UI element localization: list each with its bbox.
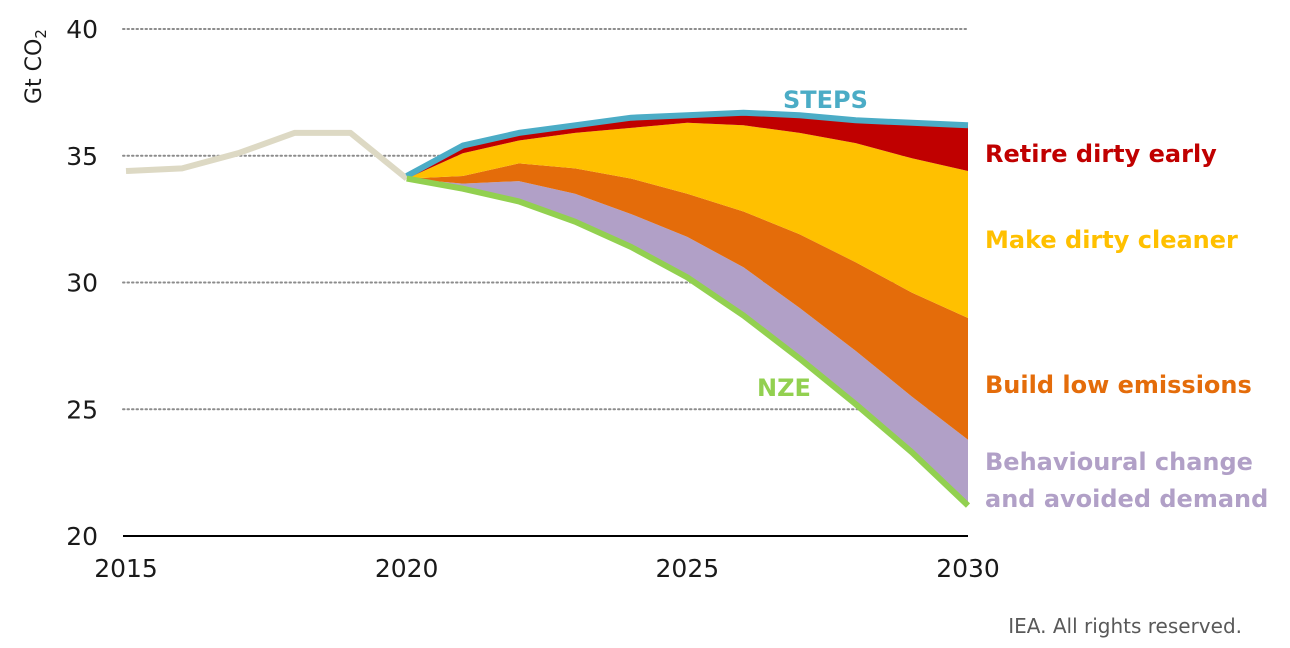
build-low-emissions-label: Build low emissions [985,371,1252,399]
x-tick-label: 2015 [94,554,158,583]
y-tick-labels: 20 25 30 35 40 [66,15,98,551]
area-build-low-emissions [406,163,968,440]
x-tick-label: 2030 [936,554,1000,583]
scenario-lines [125,109,971,508]
y-tick-label: 20 [66,522,98,551]
y-tick-label: 35 [66,142,98,171]
x-tick-labels: 2015 2020 2025 2030 [94,554,1000,583]
credit-text: IEA. All rights reserved. [1008,614,1242,638]
x-tick-label: 2020 [375,554,439,583]
y-tick-label: 25 [66,395,98,424]
y-axis-label-subscript: 2 [32,29,50,39]
steps-label: STEPS [783,86,868,114]
area-make-dirty-cleaner [406,122,968,318]
behavioural-change-label: Behavioural change [985,448,1253,476]
avoided-demand-label: and avoided demand [985,485,1268,513]
y-axis-label: Gt CO2 [22,29,50,104]
y-tick-label: 40 [66,15,98,44]
nze-line [406,175,971,508]
area-behavioural-change [406,178,968,506]
x-tick-label: 2025 [656,554,720,583]
steps-line [405,109,969,179]
nze-label: NZE [757,374,811,402]
retire-dirty-early-label: Retire dirty early [985,140,1217,168]
y-tick-label: 30 [66,269,98,298]
make-dirty-cleaner-label: Make dirty cleaner [985,226,1238,254]
wedge-areas [406,112,968,506]
historical-line [125,129,409,181]
